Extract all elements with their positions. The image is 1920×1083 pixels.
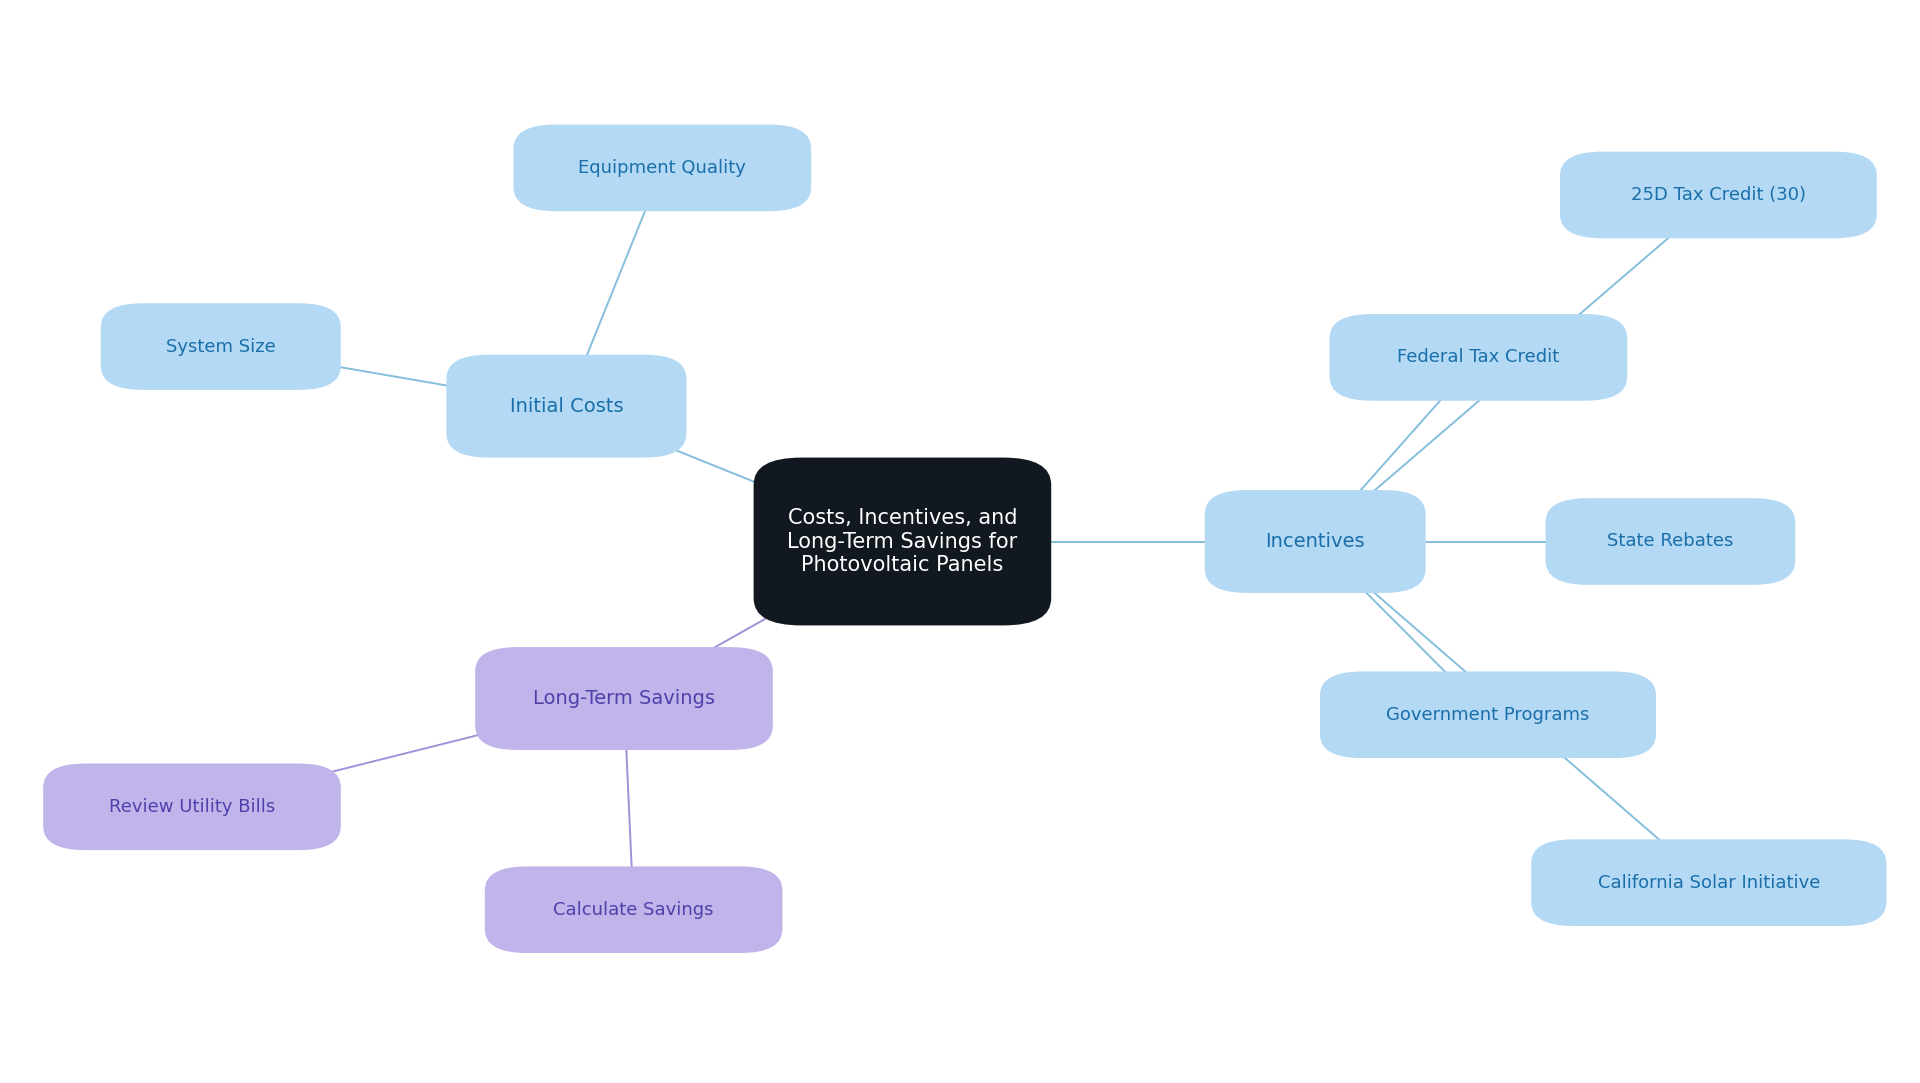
FancyBboxPatch shape	[753, 457, 1052, 626]
FancyBboxPatch shape	[1206, 490, 1425, 593]
Text: Review Utility Bills: Review Utility Bills	[109, 798, 275, 815]
FancyBboxPatch shape	[484, 866, 783, 953]
FancyBboxPatch shape	[476, 648, 772, 749]
FancyBboxPatch shape	[102, 303, 340, 390]
FancyBboxPatch shape	[44, 764, 340, 850]
Text: Initial Costs: Initial Costs	[509, 396, 624, 416]
FancyBboxPatch shape	[1559, 152, 1878, 238]
Text: Equipment Quality: Equipment Quality	[578, 159, 747, 177]
Text: Federal Tax Credit: Federal Tax Credit	[1398, 349, 1559, 366]
FancyBboxPatch shape	[1329, 314, 1628, 401]
FancyBboxPatch shape	[445, 355, 687, 457]
FancyBboxPatch shape	[1532, 839, 1885, 926]
Text: California Solar Initiative: California Solar Initiative	[1597, 874, 1820, 891]
Text: State Rebates: State Rebates	[1607, 533, 1734, 550]
Text: Costs, Incentives, and
Long-Term Savings for
Photovoltaic Panels: Costs, Incentives, and Long-Term Savings…	[787, 508, 1018, 575]
FancyBboxPatch shape	[513, 125, 810, 211]
Text: Calculate Savings: Calculate Savings	[553, 901, 714, 918]
Text: Long-Term Savings: Long-Term Savings	[534, 689, 714, 708]
FancyBboxPatch shape	[1546, 498, 1795, 585]
Text: System Size: System Size	[165, 338, 276, 355]
Text: 25D Tax Credit (30): 25D Tax Credit (30)	[1630, 186, 1807, 204]
Text: Incentives: Incentives	[1265, 532, 1365, 551]
Text: Government Programs: Government Programs	[1386, 706, 1590, 723]
FancyBboxPatch shape	[1321, 671, 1655, 758]
